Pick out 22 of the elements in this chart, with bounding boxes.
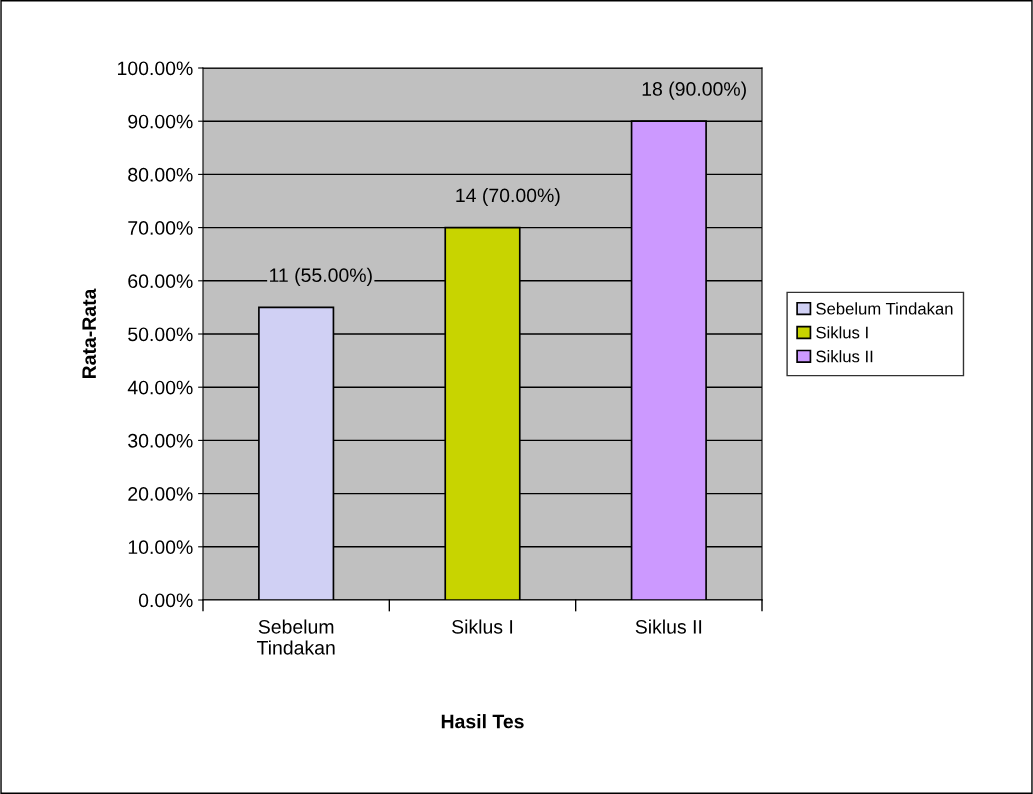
y-tick-label: 40.00%: [127, 380, 193, 395]
legend-label: Sebelum Tindakan: [816, 302, 953, 315]
y-tick-label: 50.00%: [128, 327, 193, 342]
legend-label: Siklus II: [816, 350, 873, 363]
x-tick-label: Siklus II: [635, 619, 702, 634]
x-axis-title: Hasil Tes: [441, 714, 524, 729]
legend-label: Siklus I: [816, 326, 868, 339]
y-tick-label: 10.00%: [128, 540, 193, 555]
y-tick-label: 90.00%: [128, 114, 193, 129]
data-label: 11 (55.00%): [270, 267, 372, 286]
data-label: 18 (90.00%): [642, 81, 746, 100]
y-tick-label: 70.00%: [128, 221, 193, 235]
x-tick-label: Sebelum Tindakan: [256, 619, 335, 655]
y-tick-label: 80.00%: [128, 167, 193, 182]
y-axis-title: Rata-Rata: [82, 288, 97, 379]
data-label: 14 (70.00%): [456, 187, 560, 207]
y-tick-label: 30.00%: [128, 433, 193, 448]
y-tick-label: 60.00%: [128, 274, 193, 289]
y-tick-label: 100.00%: [118, 61, 193, 76]
y-tick-label: 20.00%: [128, 487, 193, 501]
y-tick-label: 0.00%: [138, 593, 193, 608]
x-tick-label: Siklus I: [452, 619, 513, 634]
